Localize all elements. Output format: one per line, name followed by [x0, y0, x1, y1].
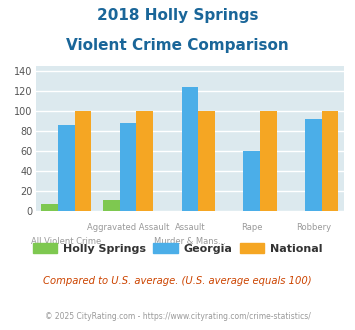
- Legend: Holly Springs, Georgia, National: Holly Springs, Georgia, National: [28, 238, 327, 258]
- Bar: [103, 200, 120, 211]
- Bar: [260, 111, 277, 211]
- Text: 2018 Holly Springs: 2018 Holly Springs: [97, 8, 258, 23]
- Bar: [120, 123, 136, 211]
- Bar: [58, 125, 75, 211]
- Text: Robbery: Robbery: [296, 223, 331, 232]
- Text: © 2025 CityRating.com - https://www.cityrating.com/crime-statistics/: © 2025 CityRating.com - https://www.city…: [45, 312, 310, 321]
- Bar: [198, 111, 215, 211]
- Text: Assault: Assault: [175, 223, 205, 232]
- Bar: [244, 151, 260, 211]
- Text: Compared to U.S. average. (U.S. average equals 100): Compared to U.S. average. (U.S. average …: [43, 276, 312, 285]
- Text: Violent Crime Comparison: Violent Crime Comparison: [66, 38, 289, 53]
- Bar: [75, 111, 91, 211]
- Bar: [182, 87, 198, 211]
- Text: Aggravated Assault: Aggravated Assault: [87, 223, 169, 232]
- Bar: [322, 111, 338, 211]
- Text: Rape: Rape: [241, 223, 262, 232]
- Bar: [136, 111, 153, 211]
- Text: Murder & Mans...: Murder & Mans...: [154, 237, 226, 246]
- Bar: [305, 119, 322, 211]
- Bar: [42, 204, 58, 211]
- Text: All Violent Crime: All Violent Crime: [31, 237, 102, 246]
